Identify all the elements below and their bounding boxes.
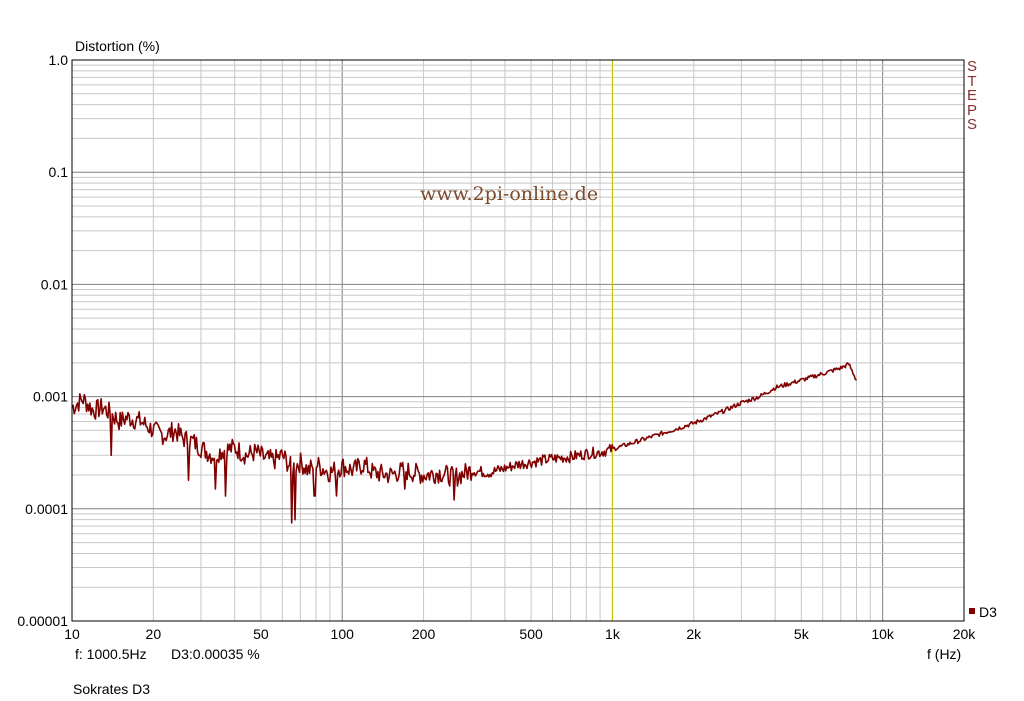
legend-swatch-d3 — [969, 608, 975, 614]
y-axis-label: Distortion (%) — [75, 38, 160, 54]
grid — [71, 60, 965, 622]
y-tick-label: 0.01 — [41, 276, 68, 292]
x-tick-label: 10k — [871, 626, 895, 642]
x-tick-label: 5k — [794, 626, 810, 642]
y-tick-label: 0.00001 — [17, 613, 68, 629]
y-tick-label: 1.0 — [49, 52, 69, 68]
series-line-d3 — [71, 361, 858, 524]
caption: Sokrates D3 — [73, 681, 151, 697]
cursor-value-readout: D3:0.00035 % — [171, 646, 260, 662]
legend-label-d3: D3 — [979, 604, 997, 620]
x-tick-label: 10 — [64, 626, 80, 642]
x-tick-label: 2k — [686, 626, 702, 642]
series-group — [71, 361, 858, 524]
y-tick-label: 0.1 — [49, 164, 69, 180]
x-tick-label: 100 — [331, 626, 355, 642]
tick-labels: 10 20 50 100 200 500 1k 2k 5k 10k 20k 1.0 0.1 0.01 0.0… — [17, 52, 976, 642]
x-tick-label: 500 — [519, 626, 543, 642]
steps-letter: S — [966, 116, 977, 133]
cursor-frequency-readout: f: 1000.5Hz — [75, 646, 147, 662]
steps-letter: T — [967, 72, 977, 90]
x-axis-label: f (Hz) — [927, 646, 962, 662]
x-tick-label: 200 — [412, 626, 436, 642]
x-tick-label: 50 — [253, 626, 269, 642]
plot-frame — [71, 59, 965, 622]
x-tick-label: 20k — [953, 626, 977, 642]
y-tick-label: 0.001 — [33, 389, 68, 405]
watermark: www.2pi-online.de — [420, 183, 599, 205]
steps-letter: P — [966, 101, 977, 119]
y-tick-label: 0.0001 — [25, 501, 68, 517]
x-tick-label: 1k — [605, 626, 621, 642]
steps-letter: E — [966, 87, 977, 104]
steps-letter: S — [966, 58, 977, 75]
x-tick-label: 20 — [146, 626, 162, 642]
